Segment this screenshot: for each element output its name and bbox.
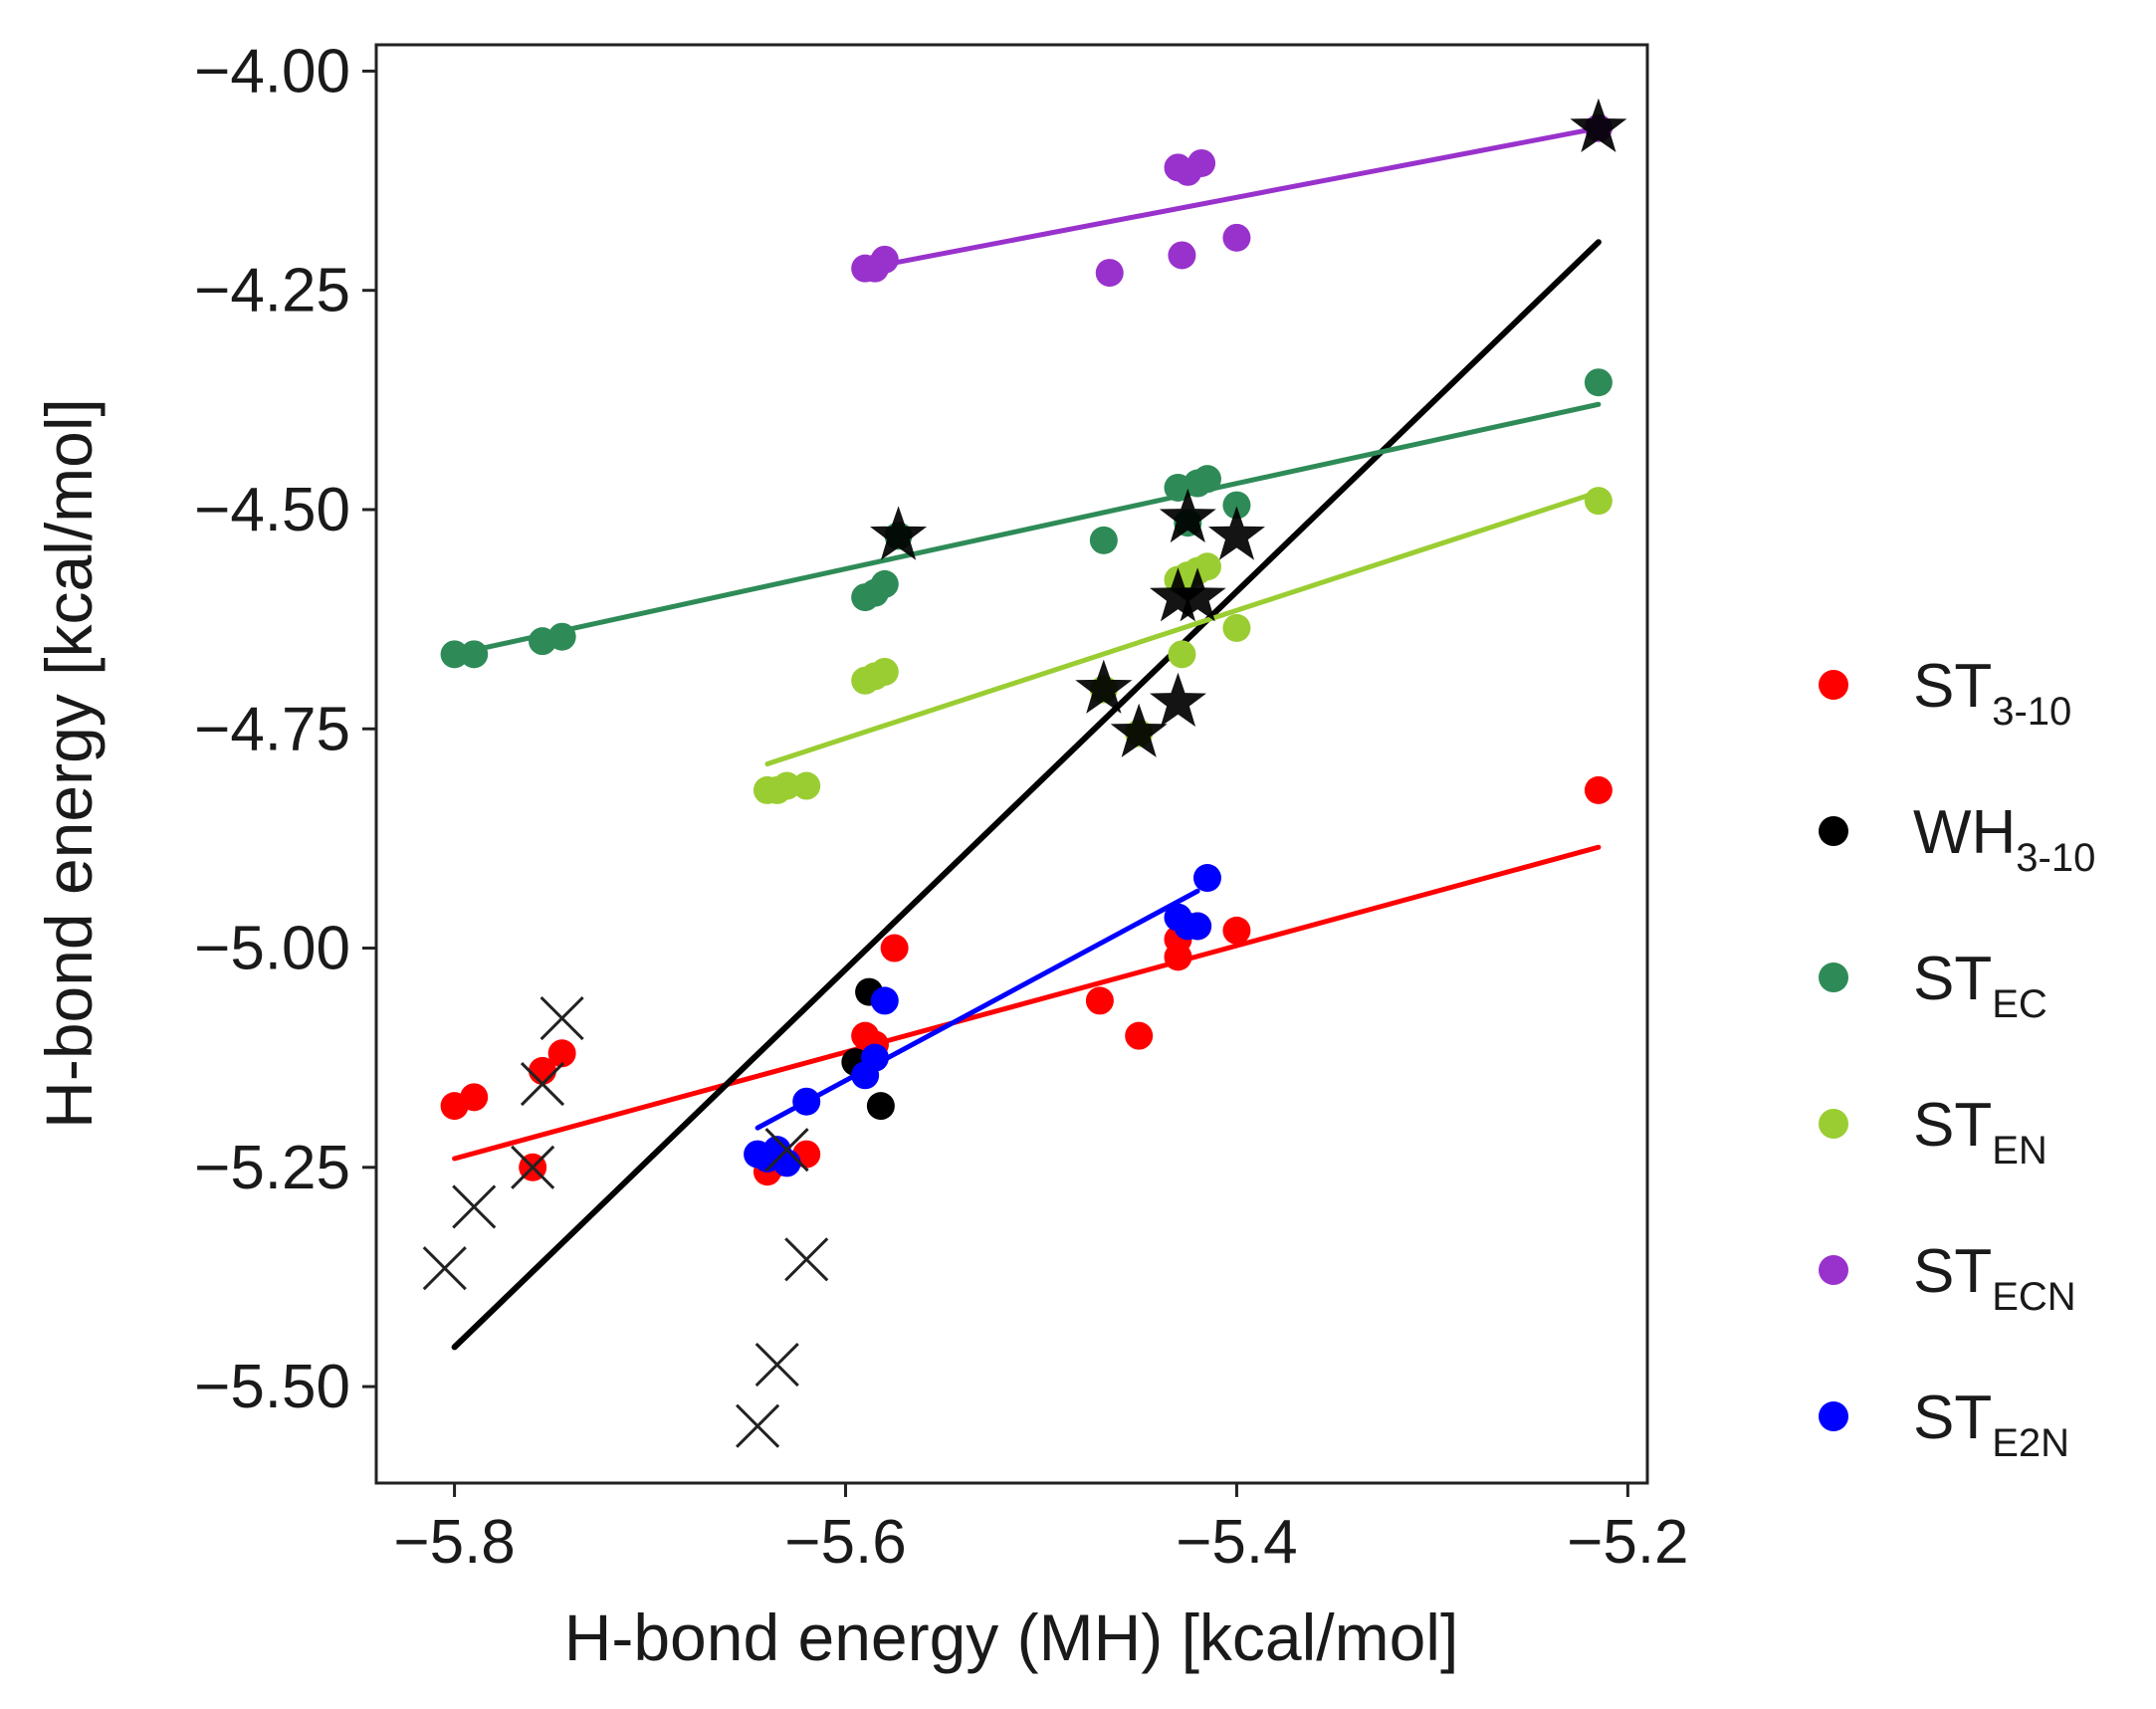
star-marker-6 <box>1169 567 1226 622</box>
cross-marker-4 <box>539 995 584 1041</box>
point-st-e2n-4 <box>792 1087 821 1116</box>
point-st-e2n-3 <box>772 1149 801 1177</box>
cross-marker-1 <box>452 1184 497 1229</box>
y-tick-label-3: −4.75 <box>194 695 350 763</box>
x-tick-label-0: −5.8 <box>393 1508 515 1577</box>
star-marker-1 <box>1075 659 1133 714</box>
legend: ST3-10 WH3-10 STEC STEN STECN STE2N <box>1819 652 2095 1465</box>
legend-label-st-ecn: STECN <box>1913 1237 2076 1319</box>
cross-marker-5 <box>764 1128 809 1173</box>
point-st-ec-3 <box>547 622 576 651</box>
legend-label-wh-3-10: WH3-10 <box>1913 798 2095 880</box>
point-st-3-10-1 <box>460 1083 489 1112</box>
point-st-en-13 <box>1192 552 1221 581</box>
star-marker-2 <box>1110 703 1168 757</box>
cross-markers <box>422 995 829 1448</box>
y-axis-ticks: −4.00 −4.25 −4.50 −4.75 −5.00 −5.25 −5.50 <box>194 37 376 1421</box>
cross-marker-6 <box>736 1403 780 1448</box>
legend-marker-st-3-10 <box>1819 670 1848 700</box>
point-st-en-15 <box>1584 487 1613 516</box>
point-st-ecn-3 <box>1095 259 1124 288</box>
legend-label-st-ec: STEC <box>1913 945 2048 1026</box>
legend-label-st-en: STEN <box>1913 1091 2048 1173</box>
fit-line-wh-3-10 <box>451 239 1602 1351</box>
point-st-3-10-16 <box>1222 916 1251 945</box>
point-st-ec-1 <box>460 640 489 669</box>
point-st-ec-0 <box>440 640 469 669</box>
star-marker-0 <box>870 506 928 560</box>
point-st-e2n-10 <box>1184 912 1212 941</box>
legend-marker-st-en <box>1819 1109 1848 1139</box>
point-st-e2n-7 <box>870 986 899 1015</box>
point-st-e2n-11 <box>1192 864 1221 893</box>
point-st-ec-14 <box>1584 368 1613 397</box>
plot-frame <box>374 43 1649 1485</box>
y-tick-label-0: −4.00 <box>194 37 350 106</box>
star-marker-7 <box>1207 506 1265 560</box>
fit-line-st-en <box>764 489 1602 766</box>
x-tick-label-1: −5.6 <box>784 1508 906 1577</box>
fit-lines <box>451 125 1602 1351</box>
star-marker-4 <box>1159 488 1216 543</box>
y-tick-label-4: −5.00 <box>194 915 350 983</box>
point-st-ec-13 <box>1222 491 1251 520</box>
cross-marker-0 <box>422 1246 467 1291</box>
fit-line-st-e2n <box>755 888 1200 1131</box>
y-tick-label-1: −4.25 <box>194 257 350 325</box>
point-st-en-2 <box>772 771 801 800</box>
fit-line-st-ec <box>452 401 1602 657</box>
point-st-3-10-4 <box>547 1039 576 1068</box>
point-wh-3-10-2 <box>866 1092 895 1121</box>
point-st-en-3 <box>792 771 821 800</box>
cross-marker-2 <box>511 1145 555 1189</box>
cross-marker-7 <box>755 1342 799 1388</box>
legend-marker-st-e2n <box>1819 1401 1848 1431</box>
star-marker-3 <box>1150 672 1206 728</box>
x-axis-ticks: −5.8 −5.6 −5.4 −5.2 <box>393 1483 1689 1577</box>
fit-line-st-3-10 <box>452 844 1602 1162</box>
point-st-en-6 <box>870 657 899 686</box>
data-points <box>440 113 1613 1186</box>
point-st-3-10-17 <box>1584 775 1613 804</box>
legend-marker-st-ec <box>1819 962 1848 992</box>
point-st-ecn-8 <box>1222 223 1251 252</box>
legend-label-st-3-10: ST3-10 <box>1913 652 2071 734</box>
y-tick-label-2: −4.50 <box>194 476 350 544</box>
point-st-ecn-7 <box>1187 148 1216 177</box>
y-tick-label-6: −5.50 <box>194 1353 350 1421</box>
point-st-en-14 <box>1222 613 1251 642</box>
cross-marker-8 <box>784 1237 829 1282</box>
point-st-3-10-11 <box>1085 986 1114 1015</box>
point-st-3-10-14 <box>1164 943 1192 971</box>
point-st-en-10 <box>1168 640 1196 669</box>
point-st-3-10-10 <box>880 934 909 962</box>
legend-label-st-e2n: STE2N <box>1913 1384 2069 1465</box>
star-markers <box>870 98 1627 757</box>
point-st-ec-12 <box>1192 465 1221 494</box>
x-axis-label: H-bond energy (MH) [kcal/mol] <box>564 1601 1459 1674</box>
legend-marker-st-ecn <box>1819 1255 1848 1285</box>
cross-marker-3 <box>520 1062 565 1107</box>
point-st-ec-8 <box>1089 526 1118 554</box>
point-st-3-10-12 <box>1125 1021 1154 1050</box>
x-tick-label-2: −5.4 <box>1176 1508 1297 1577</box>
y-axis-label: H-bond energy [kcal/mol] <box>32 398 106 1129</box>
x-tick-label-3: −5.2 <box>1567 1508 1688 1577</box>
point-st-ecn-2 <box>870 245 899 274</box>
legend-marker-wh-3-10 <box>1819 816 1848 846</box>
fit-line-st-ecn <box>862 125 1602 272</box>
point-st-ecn-5 <box>1168 241 1196 270</box>
point-st-ec-6 <box>870 569 899 598</box>
point-st-e2n-6 <box>860 1043 889 1072</box>
star-marker-8 <box>1570 98 1627 152</box>
y-tick-label-5: −5.25 <box>194 1134 350 1202</box>
